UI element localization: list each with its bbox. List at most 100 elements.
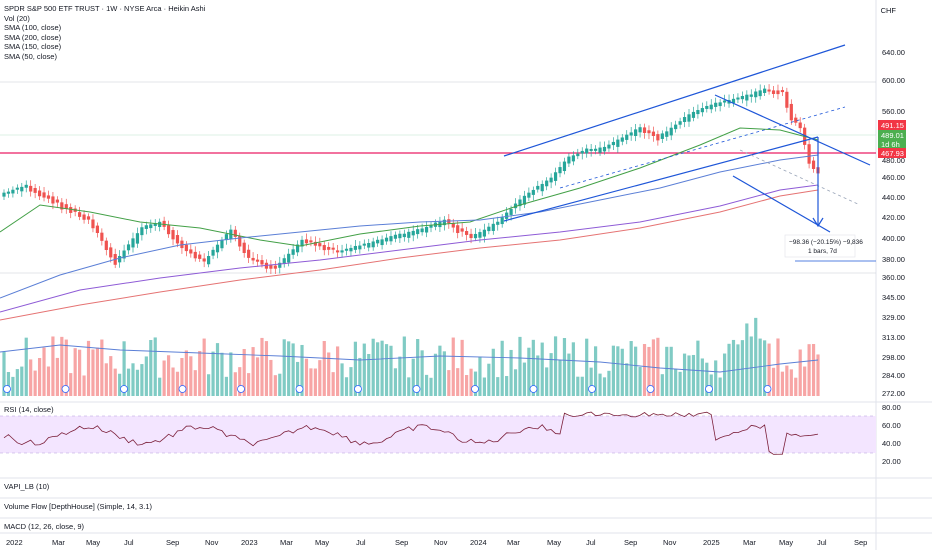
volume-bar	[109, 356, 113, 396]
chart-title: SPDR S&P 500 ETF TRUST · 1W · NYSE Arca …	[4, 4, 206, 13]
candle-body	[184, 244, 188, 252]
time-tick-label: Nov	[434, 538, 448, 547]
candle-body	[304, 239, 309, 244]
candle-body	[505, 212, 509, 219]
volume-bar	[327, 352, 331, 396]
volume-bar	[273, 375, 277, 396]
volume-bar	[598, 373, 602, 396]
candle-body	[780, 90, 785, 93]
candle-body	[593, 148, 598, 151]
dividend-marker	[354, 385, 362, 393]
volume-bar	[763, 340, 767, 396]
candle-body	[55, 199, 59, 203]
candle-body	[349, 247, 353, 252]
volume-bar	[513, 369, 518, 396]
measure-line1: −98.36 (−20.15%) −9,836	[789, 239, 863, 246]
legend-item-sma100: SMA (100, close)	[4, 23, 62, 33]
volume-bar	[527, 347, 531, 396]
volume-bar	[95, 347, 100, 396]
volume-bar	[487, 363, 491, 396]
candle-body	[336, 250, 340, 253]
volume-bar	[60, 336, 64, 396]
volume-bar	[118, 373, 122, 396]
candle-body	[69, 207, 73, 213]
candle-body	[451, 222, 455, 228]
volume-bar	[460, 339, 464, 396]
volume-bar	[602, 377, 607, 396]
volume-bar	[140, 364, 144, 396]
candle-body	[402, 233, 406, 238]
volume-bar	[589, 367, 593, 396]
volume-bar	[238, 367, 242, 396]
time-tick-label: May	[547, 538, 561, 547]
price-tick-label: 345.00	[882, 293, 905, 302]
volume-bar	[367, 353, 371, 396]
candle-body	[531, 189, 535, 195]
dividend-marker	[3, 385, 11, 393]
dividend-marker	[529, 385, 538, 393]
candle-body	[95, 225, 100, 234]
candle-body	[776, 90, 780, 95]
volume-bar	[86, 340, 91, 396]
volume-bar	[482, 377, 486, 396]
candle-body	[722, 100, 727, 103]
candle-body	[144, 225, 148, 229]
price-tick-label: 400.00	[882, 234, 905, 243]
candle-body	[473, 233, 478, 239]
price-tag	[878, 120, 906, 130]
volume-bar	[811, 343, 816, 396]
volume-bar	[184, 350, 188, 396]
price-tag	[878, 148, 906, 158]
volume-bar	[780, 371, 785, 396]
candle-body	[794, 117, 798, 123]
volume-bar	[64, 339, 68, 396]
volume-bar	[647, 346, 651, 396]
candle-body	[344, 248, 349, 251]
volume-bar	[353, 341, 357, 396]
candle-body	[389, 236, 393, 242]
candle-body	[509, 208, 513, 215]
price-tick-label: 460.00	[882, 173, 905, 182]
volume-bar	[193, 370, 197, 396]
candle-body	[682, 117, 687, 123]
price-tag	[878, 139, 906, 149]
candle-body	[198, 254, 202, 259]
candle-body	[754, 91, 758, 98]
candle-body	[567, 156, 571, 164]
candle-body	[207, 256, 211, 265]
chart-legend: SPDR S&P 500 ETF TRUST · 1W · NYSE Arca …	[4, 4, 205, 62]
candle-body	[260, 260, 264, 265]
volume-bar	[331, 372, 335, 396]
volume-bar	[295, 361, 300, 396]
candle-body	[598, 147, 602, 153]
volume-bar	[402, 336, 406, 396]
volume-bar	[771, 367, 776, 396]
candle-body	[362, 243, 366, 246]
volume-bar	[362, 343, 366, 396]
volume-bar	[785, 365, 789, 396]
volume-bar	[175, 371, 180, 396]
volume-bar	[473, 371, 478, 396]
volume-bar	[144, 356, 148, 396]
trendline-lower	[503, 136, 819, 222]
volume-bar	[300, 344, 304, 396]
candle-body	[731, 98, 736, 103]
volume-bar	[714, 360, 718, 396]
candle-body	[233, 229, 237, 237]
volume-bar	[322, 341, 326, 396]
volume-bar	[202, 338, 206, 396]
candle-body	[714, 102, 718, 107]
volume-ma-line	[0, 344, 819, 373]
volume-bar	[562, 338, 567, 396]
volume-bar	[567, 353, 571, 396]
volume-bar	[536, 355, 540, 396]
candle-body	[407, 231, 411, 238]
candle-body	[798, 122, 802, 129]
candle-body	[126, 244, 131, 251]
volume-bar	[553, 336, 558, 396]
measure-box	[784, 234, 856, 258]
time-tick-label: Mar	[743, 538, 756, 547]
candle-body	[411, 230, 415, 236]
candle-body	[562, 161, 567, 172]
